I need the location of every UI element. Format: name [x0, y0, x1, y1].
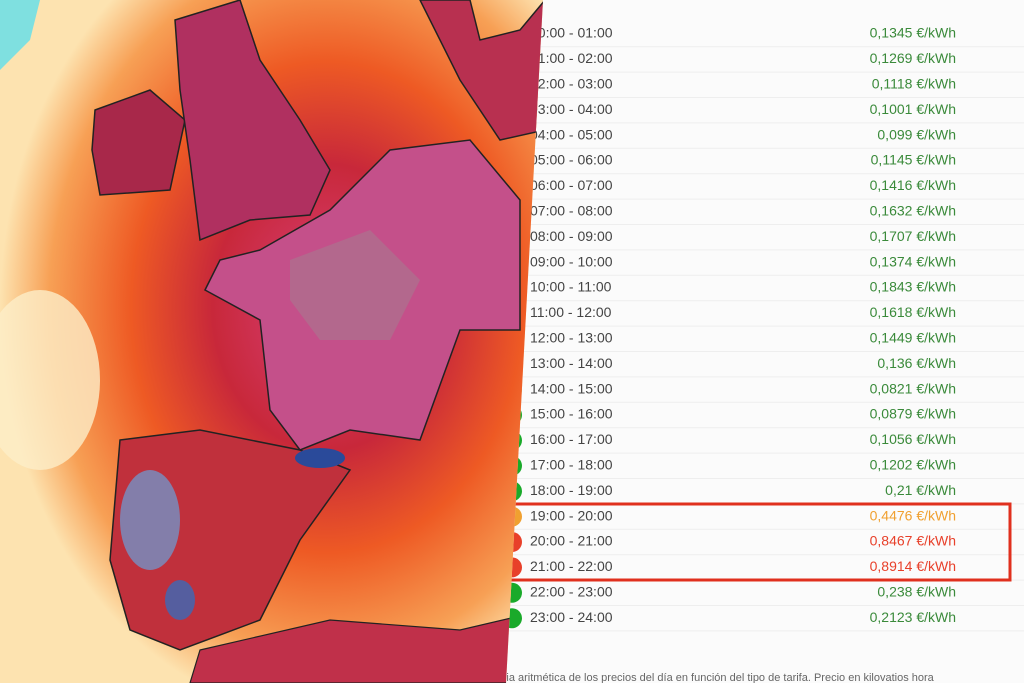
time-range: 11:00 - 12:00: [530, 304, 612, 320]
time-range: 13:00 - 14:00: [530, 355, 613, 371]
time-range: 08:00 - 09:00: [530, 228, 613, 244]
time-range: 03:00 - 04:00: [530, 101, 613, 117]
time-range: 17:00 - 18:00: [530, 457, 613, 473]
price: 0,238 €/kWh: [877, 584, 956, 600]
price: 0,1416 €/kWh: [870, 177, 956, 193]
price: 0,099 €/kWh: [877, 126, 956, 142]
price: 0,4476 €/kWh: [870, 507, 956, 523]
price: 0,2123 €/kWh: [870, 609, 956, 625]
price: 0,136 €/kWh: [877, 355, 956, 371]
time-range: 10:00 - 11:00: [530, 279, 612, 295]
price: 0,0879 €/kWh: [870, 406, 956, 422]
time-range: 09:00 - 10:00: [530, 253, 613, 269]
time-range: 23:00 - 24:00: [530, 609, 613, 625]
price: 0,1843 €/kWh: [870, 279, 956, 295]
price: 0,8914 €/kWh: [870, 558, 956, 574]
price: 0,1345 €/kWh: [870, 25, 956, 41]
price: 0,1145 €/kWh: [871, 152, 956, 168]
price: 0,1618 €/kWh: [870, 304, 956, 320]
price: 0,1202 €/kWh: [870, 457, 956, 473]
price: 0,1707 €/kWh: [870, 228, 956, 244]
heat-map: [0, 0, 543, 683]
footer-note: Media aritmética de los precios del día …: [485, 672, 935, 683]
time-range: 19:00 - 20:00: [530, 507, 613, 523]
time-range: 14:00 - 15:00: [530, 380, 613, 396]
price: 0,1374 €/kWh: [870, 253, 956, 269]
price: 0,1118 €/kWh: [872, 76, 956, 92]
price: 0,21 €/kWh: [885, 482, 956, 498]
price: 0,1269 €/kWh: [870, 50, 956, 66]
time-range: 12:00 - 13:00: [530, 330, 613, 346]
time-range: 02:00 - 03:00: [530, 76, 613, 92]
time-range: 07:00 - 08:00: [530, 203, 613, 219]
price: 0,1056 €/kWh: [870, 431, 956, 447]
time-range: 21:00 - 22:00: [530, 558, 613, 574]
time-range: 05:00 - 06:00: [530, 152, 613, 168]
price: 0,1632 €/kWh: [870, 203, 956, 219]
price: 0,0821 €/kWh: [870, 380, 956, 396]
time-range: 01:00 - 02:00: [530, 50, 613, 66]
price: 0,1449 €/kWh: [870, 330, 956, 346]
time-range: 04:00 - 05:00: [530, 126, 613, 142]
time-range: 20:00 - 21:00: [530, 533, 613, 549]
price: 0,1001 €/kWh: [870, 101, 956, 117]
time-range: 06:00 - 07:00: [530, 177, 613, 193]
time-range: 15:00 - 16:00: [530, 406, 613, 422]
time-range: 22:00 - 23:00: [530, 584, 613, 600]
time-range: 18:00 - 19:00: [530, 482, 613, 498]
time-range: 16:00 - 17:00: [530, 431, 613, 447]
time-range: 00:00 - 01:00: [530, 25, 613, 41]
price: 0,8467 €/kWh: [870, 533, 956, 549]
